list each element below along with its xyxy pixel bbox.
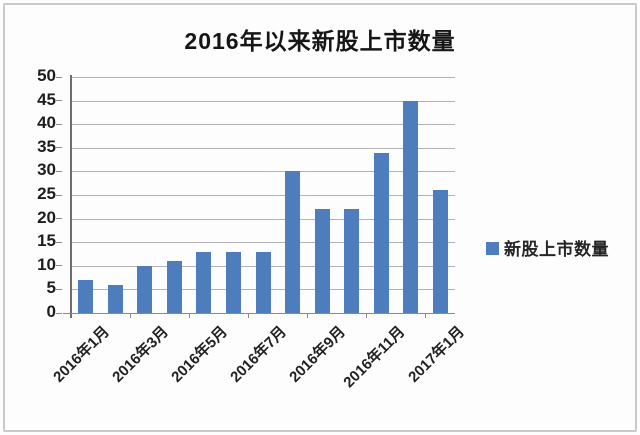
x-tick-label: 2016年5月 bbox=[168, 323, 232, 386]
gridline bbox=[71, 218, 455, 220]
gridline bbox=[71, 124, 455, 126]
gridline bbox=[71, 147, 455, 149]
bar bbox=[314, 209, 330, 313]
legend: 新股上市数量 bbox=[486, 235, 609, 260]
x-tick bbox=[366, 313, 368, 318]
x-tick bbox=[189, 313, 191, 318]
y-tick bbox=[56, 170, 62, 172]
y-tick-label: 40 bbox=[37, 113, 56, 133]
x-tick-label: 2016年7月 bbox=[227, 323, 291, 386]
bar bbox=[225, 252, 241, 313]
x-tick bbox=[307, 313, 309, 318]
gridline bbox=[71, 77, 455, 78]
y-tick bbox=[56, 312, 62, 314]
x-axis-line bbox=[63, 313, 455, 314]
x-tick bbox=[248, 313, 250, 318]
legend-marker-icon bbox=[486, 241, 499, 255]
y-tick bbox=[56, 76, 62, 78]
y-tick bbox=[56, 218, 62, 220]
y-tick-label: 10 bbox=[37, 254, 56, 274]
y-tick bbox=[56, 147, 62, 149]
y-tick-label: 15 bbox=[37, 231, 56, 251]
bar bbox=[107, 285, 123, 313]
plot-area bbox=[63, 75, 455, 318]
bar bbox=[373, 153, 389, 313]
bar bbox=[344, 209, 360, 313]
bar bbox=[78, 280, 94, 313]
bar bbox=[285, 171, 301, 313]
bar bbox=[166, 261, 182, 313]
gridline bbox=[71, 242, 455, 244]
x-tick bbox=[425, 313, 427, 318]
y-tick bbox=[56, 123, 62, 125]
y-tick-label: 35 bbox=[37, 136, 56, 156]
y-tick-label: 25 bbox=[37, 184, 56, 204]
legend-label: 新股上市数量 bbox=[504, 240, 609, 259]
chart-title: 2016年以来新股上市数量 bbox=[184, 28, 456, 54]
gridline bbox=[71, 171, 455, 173]
y-tick bbox=[56, 100, 62, 102]
bar bbox=[255, 252, 271, 313]
y-tick-label: 0 bbox=[46, 302, 56, 322]
x-tick-label: 2016年1月 bbox=[50, 323, 113, 386]
y-tick-label: 30 bbox=[37, 160, 56, 180]
bar bbox=[196, 252, 212, 313]
y-tick-label: 5 bbox=[46, 278, 56, 298]
y-tick bbox=[56, 288, 62, 290]
gridline bbox=[71, 195, 455, 196]
bar bbox=[432, 190, 448, 313]
x-tick-label: 2016年3月 bbox=[109, 323, 173, 386]
y-tick bbox=[56, 194, 62, 196]
y-tick bbox=[56, 241, 62, 243]
y-axis-line bbox=[70, 75, 72, 318]
x-tick-label: 2017年1月 bbox=[404, 323, 468, 386]
bar bbox=[403, 101, 419, 313]
y-tick-label: 45 bbox=[37, 89, 56, 109]
gridline bbox=[71, 100, 455, 102]
bar bbox=[137, 266, 153, 313]
y-tick-label: 50 bbox=[37, 66, 56, 86]
y-tick-label: 20 bbox=[37, 207, 56, 227]
x-tick bbox=[130, 313, 132, 318]
x-tick-label: 2016年11月 bbox=[340, 323, 409, 392]
y-tick bbox=[56, 265, 62, 267]
